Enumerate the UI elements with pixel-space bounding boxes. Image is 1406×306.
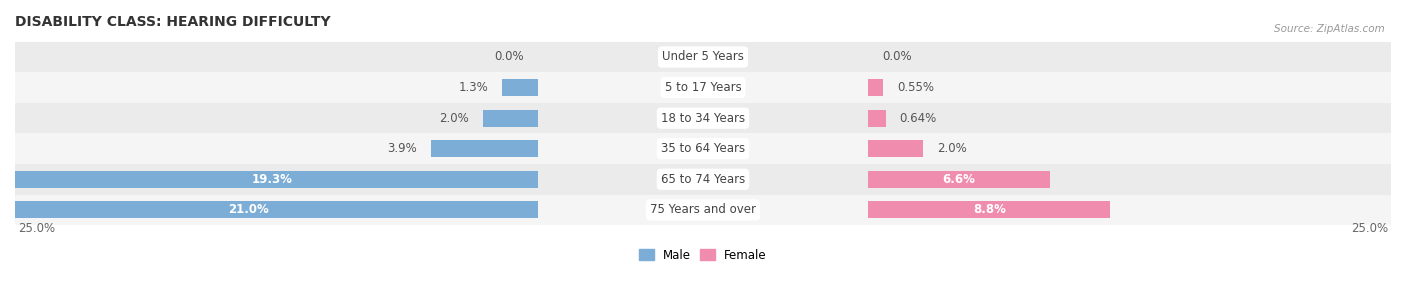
Text: 25.0%: 25.0% (18, 222, 55, 235)
Bar (15, 72, 1391, 103)
Legend: Male, Female: Male, Female (634, 244, 772, 266)
Text: Under 5 Years: Under 5 Years (662, 50, 744, 63)
Bar (868, 140, 924, 157)
Bar (15, 103, 1391, 133)
Bar (15, 42, 1391, 72)
Bar (0, 201, 538, 218)
Text: 35 to 64 Years: 35 to 64 Years (661, 142, 745, 155)
Text: 18 to 34 Years: 18 to 34 Years (661, 112, 745, 125)
Text: Source: ZipAtlas.com: Source: ZipAtlas.com (1274, 24, 1385, 35)
Bar (15, 164, 1391, 195)
Bar (868, 201, 1111, 218)
Text: 0.64%: 0.64% (900, 112, 936, 125)
Bar (482, 110, 538, 127)
Text: 75 Years and over: 75 Years and over (650, 203, 756, 216)
Bar (502, 79, 538, 96)
Bar (15, 133, 1391, 164)
Bar (868, 110, 886, 127)
Text: 25.0%: 25.0% (1351, 222, 1388, 235)
Text: 0.55%: 0.55% (897, 81, 934, 94)
Text: 21.0%: 21.0% (229, 203, 270, 216)
Text: 19.3%: 19.3% (252, 173, 292, 186)
Text: 65 to 74 Years: 65 to 74 Years (661, 173, 745, 186)
Text: 3.9%: 3.9% (387, 142, 416, 155)
Text: DISABILITY CLASS: HEARING DIFFICULTY: DISABILITY CLASS: HEARING DIFFICULTY (15, 15, 330, 29)
Text: 2.0%: 2.0% (936, 142, 967, 155)
Text: 8.8%: 8.8% (973, 203, 1005, 216)
Text: 6.6%: 6.6% (942, 173, 976, 186)
Bar (7, 171, 538, 188)
Text: 0.0%: 0.0% (882, 50, 911, 63)
Bar (15, 195, 1391, 225)
Bar (430, 140, 538, 157)
Text: 5 to 17 Years: 5 to 17 Years (665, 81, 741, 94)
Bar (868, 171, 1050, 188)
Text: 1.3%: 1.3% (458, 81, 488, 94)
Text: 2.0%: 2.0% (439, 112, 470, 125)
Text: 0.0%: 0.0% (495, 50, 524, 63)
Bar (868, 79, 883, 96)
